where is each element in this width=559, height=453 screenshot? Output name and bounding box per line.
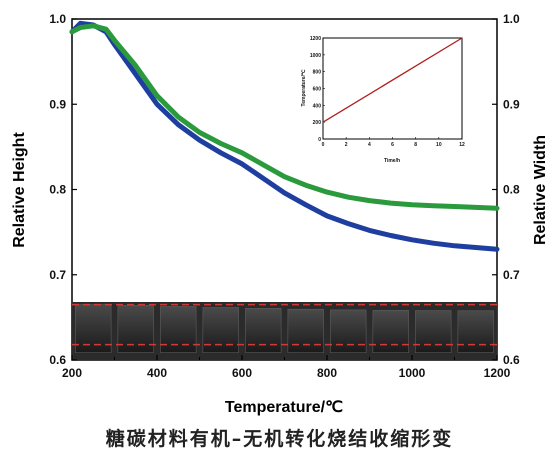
y-tick-label-left: 0.6 [49, 353, 66, 367]
sample-block [117, 305, 154, 353]
y-tick-label-right: 1.0 [503, 12, 520, 26]
series-line [69, 23, 500, 211]
sample-block [245, 308, 282, 353]
sample-block [372, 310, 409, 353]
inset-frame [322, 37, 463, 140]
inset-x-tick-label: 2 [345, 142, 348, 148]
inset-y-tick-label: 1000 [310, 53, 321, 59]
sample-block [415, 310, 452, 353]
y-tick-label-right: 0.6 [503, 353, 520, 367]
x-tick-label: 800 [317, 366, 337, 380]
inset-x-tick-label: 6 [391, 142, 394, 148]
y-axis-right-ticks: 0.6 0.7 0.8 0.9 1.0 [492, 12, 520, 367]
inset-y-tick-label: 1200 [310, 36, 321, 42]
inset-y-tick-label: 200 [313, 120, 322, 126]
inset-y-title: Temperature/℃ [300, 69, 307, 106]
x-tick-label: 200 [62, 366, 82, 380]
chart: 200 400 600 800 1000 1200 0.60.70.80.91.0 0.6… [11, 12, 549, 416]
y-tick-label-right: 0.8 [503, 183, 520, 197]
y-axis-left-ticks: 0.6 0.7 0.8 0.9 1.0 [49, 12, 77, 367]
sample-block [75, 304, 112, 353]
inset-y-tick-label: 800 [313, 70, 322, 76]
x-tick-label: 1000 [399, 366, 426, 380]
x-tick-label: 600 [232, 366, 252, 380]
inset-y-tick-label: 600 [313, 87, 322, 93]
x-tick-label: 1200 [484, 366, 511, 380]
inset-x-tick-label: 12 [459, 142, 465, 148]
inset-y-tick-label: 400 [313, 103, 322, 109]
y-tick-label-left: 0.7 [49, 268, 66, 282]
x-axis-ticks: 200 400 600 800 1000 1200 [62, 355, 511, 380]
inset-y-tick-label: 0 [318, 137, 321, 143]
reference-lines [72, 303, 497, 346]
sample-block [457, 310, 494, 353]
x-axis-title: Temperature/℃ [225, 399, 343, 416]
inset-chart: 0 2 4 6 8 10 12 0 200 400 600 800 1000 1200 Time/h Te… [300, 36, 465, 164]
y-tick-label-left: 0.8 [49, 183, 66, 197]
y-tick-label-left: 1.0 [49, 12, 66, 26]
y-tick-label-right: 0.9 [503, 97, 520, 111]
figure-caption: 糖碳材料有机–无机转化烧结收缩形变 [105, 428, 454, 450]
inset-x-tick-label: 0 [322, 142, 325, 148]
y-axis-right-title: Relative Width [532, 135, 549, 245]
inset-x-tick-label: 4 [368, 142, 371, 148]
inset-x-title: Time/h [384, 158, 400, 164]
inset-x-tick-label: 8 [414, 142, 417, 148]
inset-series-line [322, 37, 463, 123]
sample-block [160, 306, 197, 353]
x-tick-label: 400 [147, 366, 167, 380]
inset-ticks: 0 2 4 6 8 10 12 0 200 400 600 800 1000 1200 [310, 36, 465, 148]
sample-block [330, 309, 367, 353]
inset-line-group [322, 37, 463, 123]
sample-block [202, 307, 239, 353]
series-group [69, 20, 500, 252]
sample-strip [72, 302, 497, 360]
inset-x-tick-label: 10 [436, 142, 442, 148]
y-axis-left-title: Relative Height [11, 132, 28, 248]
sample-block [287, 308, 324, 353]
y-tick-label-left: 0.9 [49, 97, 66, 111]
y-tick-label-right: 0.7 [503, 268, 520, 282]
